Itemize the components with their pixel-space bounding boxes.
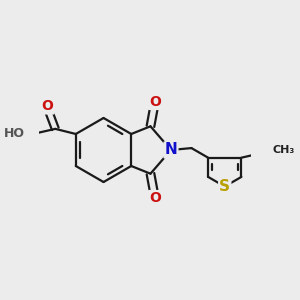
Text: N: N — [165, 142, 177, 158]
Text: O: O — [42, 100, 54, 113]
Text: HO: HO — [4, 128, 25, 140]
Text: O: O — [149, 95, 161, 109]
Text: O: O — [149, 191, 161, 205]
Text: S: S — [219, 179, 230, 194]
Text: CH₃: CH₃ — [273, 145, 295, 155]
